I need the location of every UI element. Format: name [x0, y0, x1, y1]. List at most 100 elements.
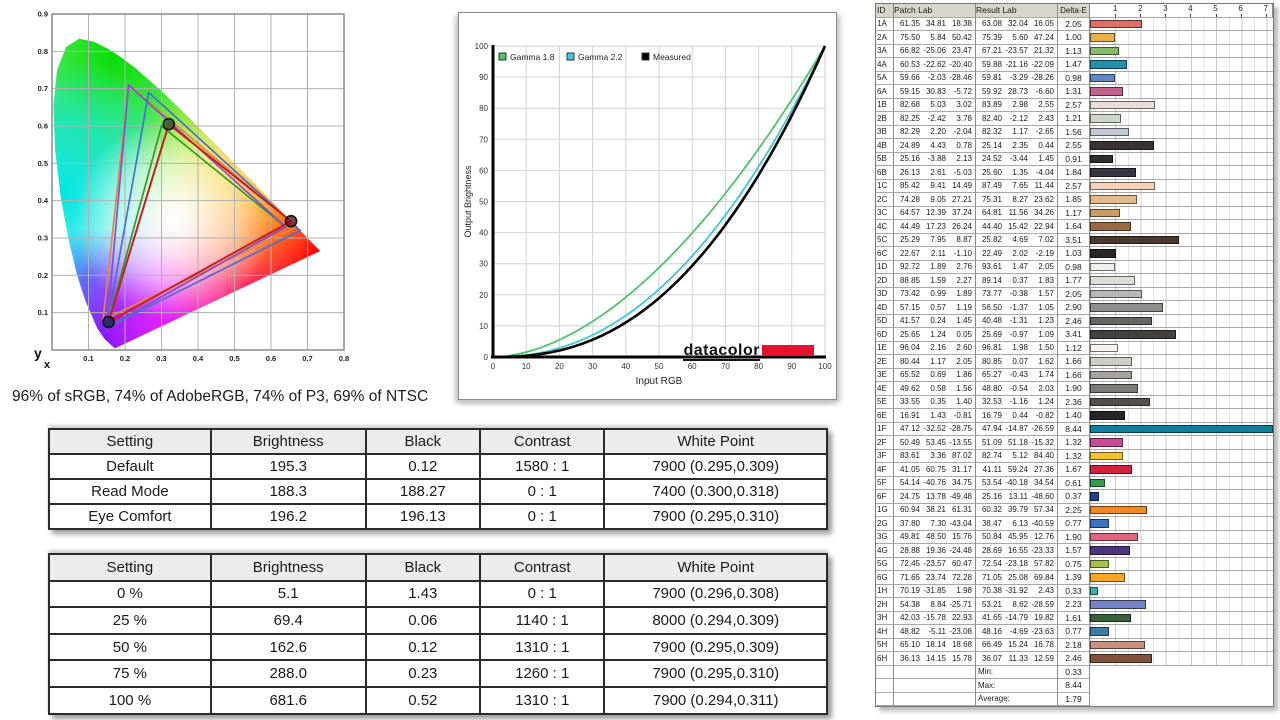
y-axis-label: Output Brightness — [463, 165, 473, 238]
patch-id: 1D — [876, 260, 894, 274]
delta-e-table: ID Patch Lab Result Lab Delta-E 1 2 3 4 5 6 7 1A 61.… — [875, 3, 1274, 707]
delta-e-bar — [1090, 519, 1110, 528]
svg-text:0.5: 0.5 — [38, 159, 48, 168]
lab-value: 59.92 — [981, 86, 1002, 96]
table-cell: 7900 (0.295,0.310) — [603, 659, 828, 688]
lab-value: 1.23 — [1038, 316, 1054, 326]
patch-id: 5B — [876, 152, 894, 166]
lab-value: 11.44 — [1034, 181, 1054, 191]
table-cell: Default — [48, 453, 212, 480]
column-header: Setting — [48, 553, 212, 582]
column-header: Brightness — [209, 428, 367, 455]
lab-value: 64.81 — [981, 208, 1002, 218]
patch-id: 1H — [876, 584, 894, 598]
patch-lab-values: 49.81 48.50 15.76 — [894, 530, 976, 544]
lab-value: 65.52 — [899, 370, 920, 380]
empty-cell — [876, 679, 894, 693]
patch-id: 6H — [876, 652, 894, 666]
lab-value: 8.27 — [1012, 194, 1028, 204]
table-row: Read Mode 188.3 188.27 0 : 1 7400 (0.300,0.3… — [48, 478, 828, 505]
lab-value: -3.44 — [1009, 154, 1028, 164]
result-lab-values: 25.82 4.69 7.02 — [976, 233, 1058, 247]
summary-row: Average: 1.79 — [876, 692, 1273, 706]
delta-e-bar — [1090, 465, 1133, 474]
lab-value: 74.28 — [899, 194, 920, 204]
delta-row-5F: 5F 54.14 -40.76 34.75 53.54 -40.18 34.54 0.61 — [876, 476, 1273, 490]
delta-row-6G: 6G 71.65 23.74 72.28 71.05 25.08 69.84 1.39 — [876, 571, 1273, 585]
summary-row: Max: 8.44 — [876, 679, 1273, 693]
bar-scale-header: 1 2 3 4 5 6 7 — [1090, 4, 1273, 18]
delta-e-value: 2.18 — [1058, 638, 1090, 652]
patch-lab-values: 92.72 1.89 2.76 — [894, 260, 976, 274]
lab-value: 80.85 — [981, 356, 1002, 366]
lab-value: 83.61 — [899, 451, 920, 461]
bar-track — [1090, 152, 1273, 166]
lab-value: 89.14 — [981, 275, 1002, 285]
table-header-row: Setting Brightness Black Contrast White Poin… — [48, 428, 828, 455]
lab-value: 61.35 — [899, 19, 920, 29]
lab-value: 27.21 — [951, 194, 972, 204]
lab-value: -1.10 — [953, 248, 972, 258]
patch-id: 3G — [876, 530, 894, 544]
lab-value: 38.47 — [981, 518, 1002, 528]
patch-lab-values: 41.57 0.24 1.45 — [894, 314, 976, 328]
bar-track — [1090, 382, 1273, 396]
patch-id: 2F — [876, 436, 894, 450]
lab-value: 2.27 — [956, 275, 972, 285]
patch-id: 6G — [876, 571, 894, 585]
lab-value: 1.09 — [1038, 329, 1054, 339]
summary-row: Min: 0.33 — [876, 665, 1273, 679]
patch-lab-values: 64.57 12.39 37.24 — [894, 206, 976, 220]
lab-value: 3.36 — [930, 451, 946, 461]
svg-text:0.2: 0.2 — [120, 354, 130, 363]
patch-lab-values: 66.82 -25.06 23.47 — [894, 44, 976, 58]
lab-value: 37.80 — [899, 518, 920, 528]
legend-label: Measured — [653, 52, 691, 62]
delta-row-6C: 6C 22.67 2.11 -1.10 22.49 2.02 -2.19 1.03 — [876, 247, 1273, 261]
delta-table-header: ID Patch Lab Result Lab Delta-E 1 2 3 4 5 6 7 — [876, 4, 1273, 18]
lab-value: -23.57 — [1005, 46, 1028, 56]
lab-value: 41.57 — [899, 316, 920, 326]
bar-track — [1090, 625, 1273, 639]
lab-value: -6.60 — [1035, 86, 1054, 96]
delta-e-value: 1.12 — [1058, 341, 1090, 355]
lab-value: 51.18 — [1007, 437, 1028, 447]
lab-value: 16.91 — [899, 410, 920, 420]
delta-e-value: 2.05 — [1058, 17, 1090, 31]
col-header-result-lab: Result Lab — [976, 4, 1058, 18]
lab-value: 23.62 — [1033, 194, 1054, 204]
patch-id: 1E — [876, 341, 894, 355]
gamut-triangle-Measured — [106, 122, 293, 325]
patch-id: 6F — [876, 490, 894, 504]
patch-lab-values: 25.16 -3.88 2.13 — [894, 152, 976, 166]
patch-id: 3H — [876, 611, 894, 625]
lab-value: 0.69 — [930, 370, 946, 380]
table-cell: 0.52 — [364, 685, 481, 715]
summary-label: Min: — [976, 665, 1058, 679]
delta-e-value: 1.13 — [1058, 44, 1090, 58]
lab-value: 1.47 — [1012, 262, 1028, 272]
lab-value: -40.76 — [923, 478, 946, 488]
svg-text:40: 40 — [621, 362, 630, 371]
delta-row-2F: 2F 50.49 53.45 -13.55 51.09 51.18 -15.32 1.32 — [876, 436, 1273, 450]
lab-value: 5.60 — [1012, 32, 1028, 42]
table-cell: 100 % — [48, 685, 212, 715]
lab-value: 22.94 — [1033, 221, 1054, 231]
lab-value: 60.47 — [951, 559, 972, 569]
scale-tick-mark — [1215, 13, 1217, 17]
svg-text:10: 10 — [522, 362, 531, 371]
scale-tick-label: 7 — [1263, 4, 1268, 13]
patch-id: 5H — [876, 638, 894, 652]
delta-row-3A: 3A 66.82 -25.06 23.47 67.21 -23.57 21.32 1.13 — [876, 44, 1273, 58]
patch-id: 5D — [876, 314, 894, 328]
summary-value: 0.33 — [1058, 665, 1090, 679]
delta-row-1B: 1B 82.68 5.03 3.02 83.89 2.98 2.55 2.57 — [876, 98, 1273, 112]
table-cell: 7400 (0.300,0.318) — [603, 478, 828, 505]
scale-tick-label: 5 — [1213, 4, 1218, 13]
column-header: Contrast — [478, 553, 606, 582]
result-lab-values: 50.84 45.95 12.76 — [976, 530, 1058, 544]
bar-track — [1090, 260, 1273, 274]
table-cell: 0 : 1 — [478, 503, 606, 530]
lab-value: 66.82 — [899, 46, 920, 56]
delta-row-4D: 4D 57.15 0.57 1.19 56.50 -1.37 1.05 2.90 — [876, 301, 1273, 315]
